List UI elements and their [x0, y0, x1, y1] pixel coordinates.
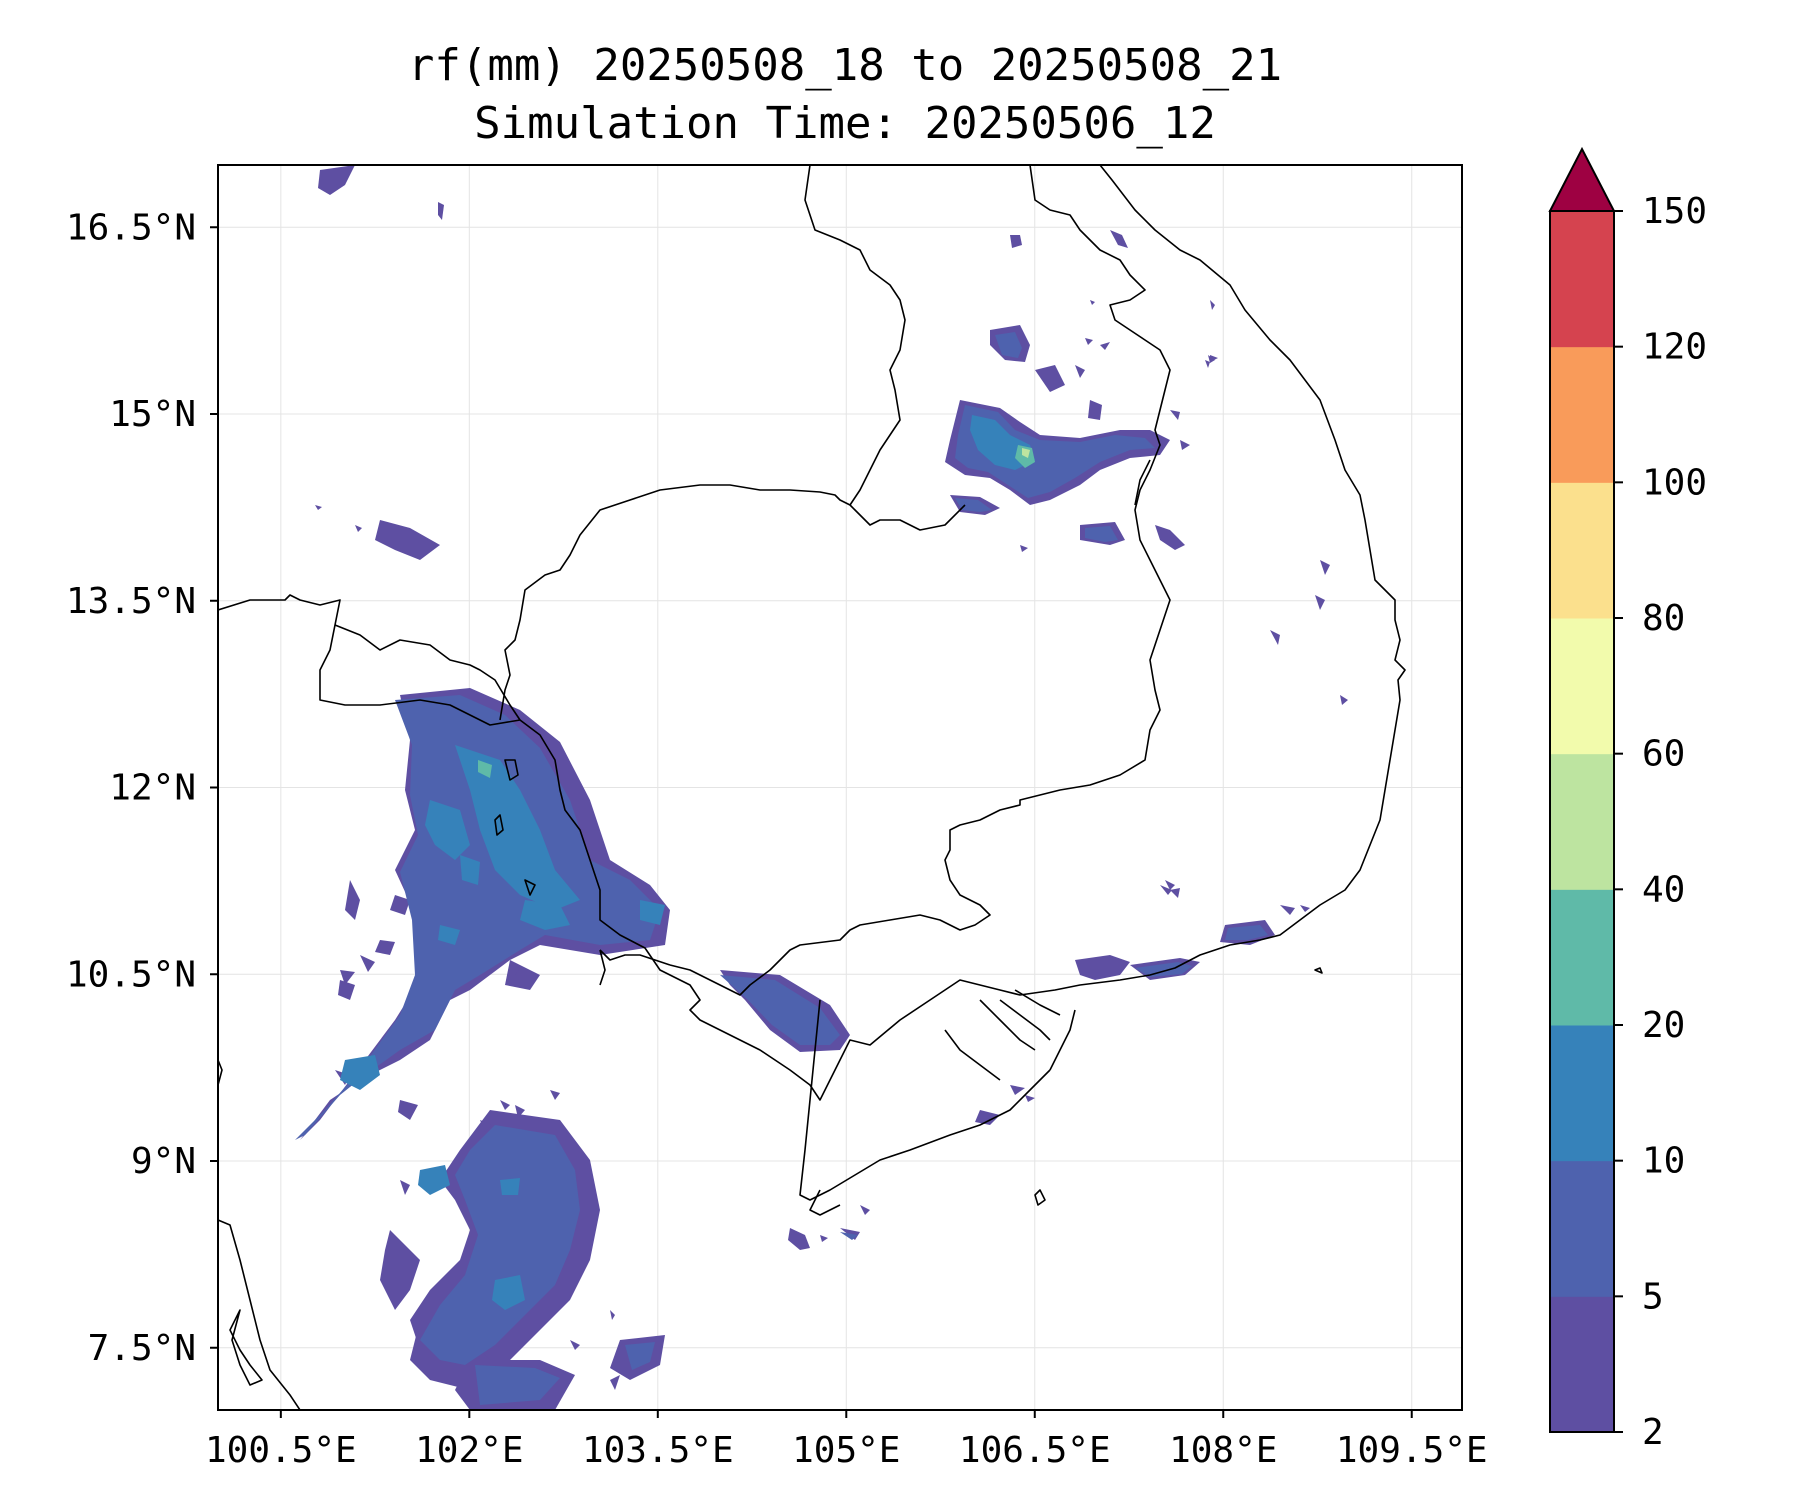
map-title: rf(mm) 20250508_18 to 20250508_21	[407, 40, 1283, 91]
colorbar-tick-label: 5	[1642, 1276, 1664, 1317]
colorbar-tick-label: 20	[1642, 1005, 1685, 1046]
colorbar-tick-label: 10	[1642, 1141, 1685, 1182]
latitude-axis: 16.5°N 15°N 13.5°N 12°N 10.5°N 9°N 7.5°N	[66, 207, 218, 1369]
lat-tick-label: 9°N	[131, 1141, 196, 1182]
colorbar-tick-label: 60	[1642, 734, 1685, 775]
colorbar-extend-arrow	[1548, 146, 1616, 212]
colorbar-tick-label: 120	[1642, 327, 1707, 368]
lat-tick-label: 12°N	[109, 768, 196, 809]
colorbar-segment	[1550, 1025, 1614, 1162]
rainfall-layer	[290, 165, 1348, 1410]
lon-tick-label: 109.5°E	[1336, 1430, 1488, 1471]
lon-tick-label: 102°E	[415, 1430, 523, 1471]
colorbar-tick-label: 2	[1642, 1412, 1664, 1453]
colorbar-segment	[1550, 1296, 1614, 1433]
longitude-axis: 100.5°E 102°E 103.5°E 105°E 106.5°E 108°E 109.…	[205, 1410, 1488, 1471]
colorbar-segment	[1550, 1160, 1614, 1297]
lat-tick-label: 16.5°N	[66, 207, 196, 248]
coastlines-borders	[218, 165, 1406, 1410]
colorbar-tick-label: 80	[1642, 598, 1685, 639]
gridlines	[218, 165, 1462, 1410]
rain-level-5-10	[295, 332, 1268, 1405]
lon-tick-label: 100.5°E	[205, 1430, 357, 1471]
rain-level-10-20	[340, 415, 1035, 1310]
lon-tick-label: 105°E	[792, 1430, 900, 1471]
colorbar-tick-label: 150	[1642, 191, 1707, 232]
colorbar: 2 5 10 20 40 60 80 100 120 150	[1548, 146, 1707, 1453]
rain-level-20-40	[478, 445, 1035, 778]
colorbar-segment	[1550, 211, 1614, 348]
colorbar-segment	[1550, 618, 1614, 755]
colorbar-tick-label: 40	[1642, 869, 1685, 910]
colorbar-segment	[1550, 753, 1614, 890]
lat-tick-label: 15°N	[109, 394, 196, 435]
colorbar-frame	[1549, 210, 1615, 1433]
colorbar-segment	[1550, 482, 1614, 619]
lon-tick-label: 106.5°E	[959, 1430, 1111, 1471]
lat-tick-label: 13.5°N	[66, 581, 196, 622]
lon-tick-label: 103.5°E	[582, 1430, 734, 1471]
colorbar-segment	[1550, 889, 1614, 1026]
lon-tick-label: 108°E	[1169, 1430, 1277, 1471]
lat-tick-label: 10.5°N	[66, 954, 196, 995]
lat-tick-label: 7.5°N	[88, 1328, 196, 1369]
colorbar-tick-label: 100	[1642, 462, 1707, 503]
colorbar-segment	[1550, 346, 1614, 483]
rain-level-40-60	[1022, 448, 1030, 458]
map-subtitle: Simulation Time: 20250506_12	[474, 98, 1216, 149]
